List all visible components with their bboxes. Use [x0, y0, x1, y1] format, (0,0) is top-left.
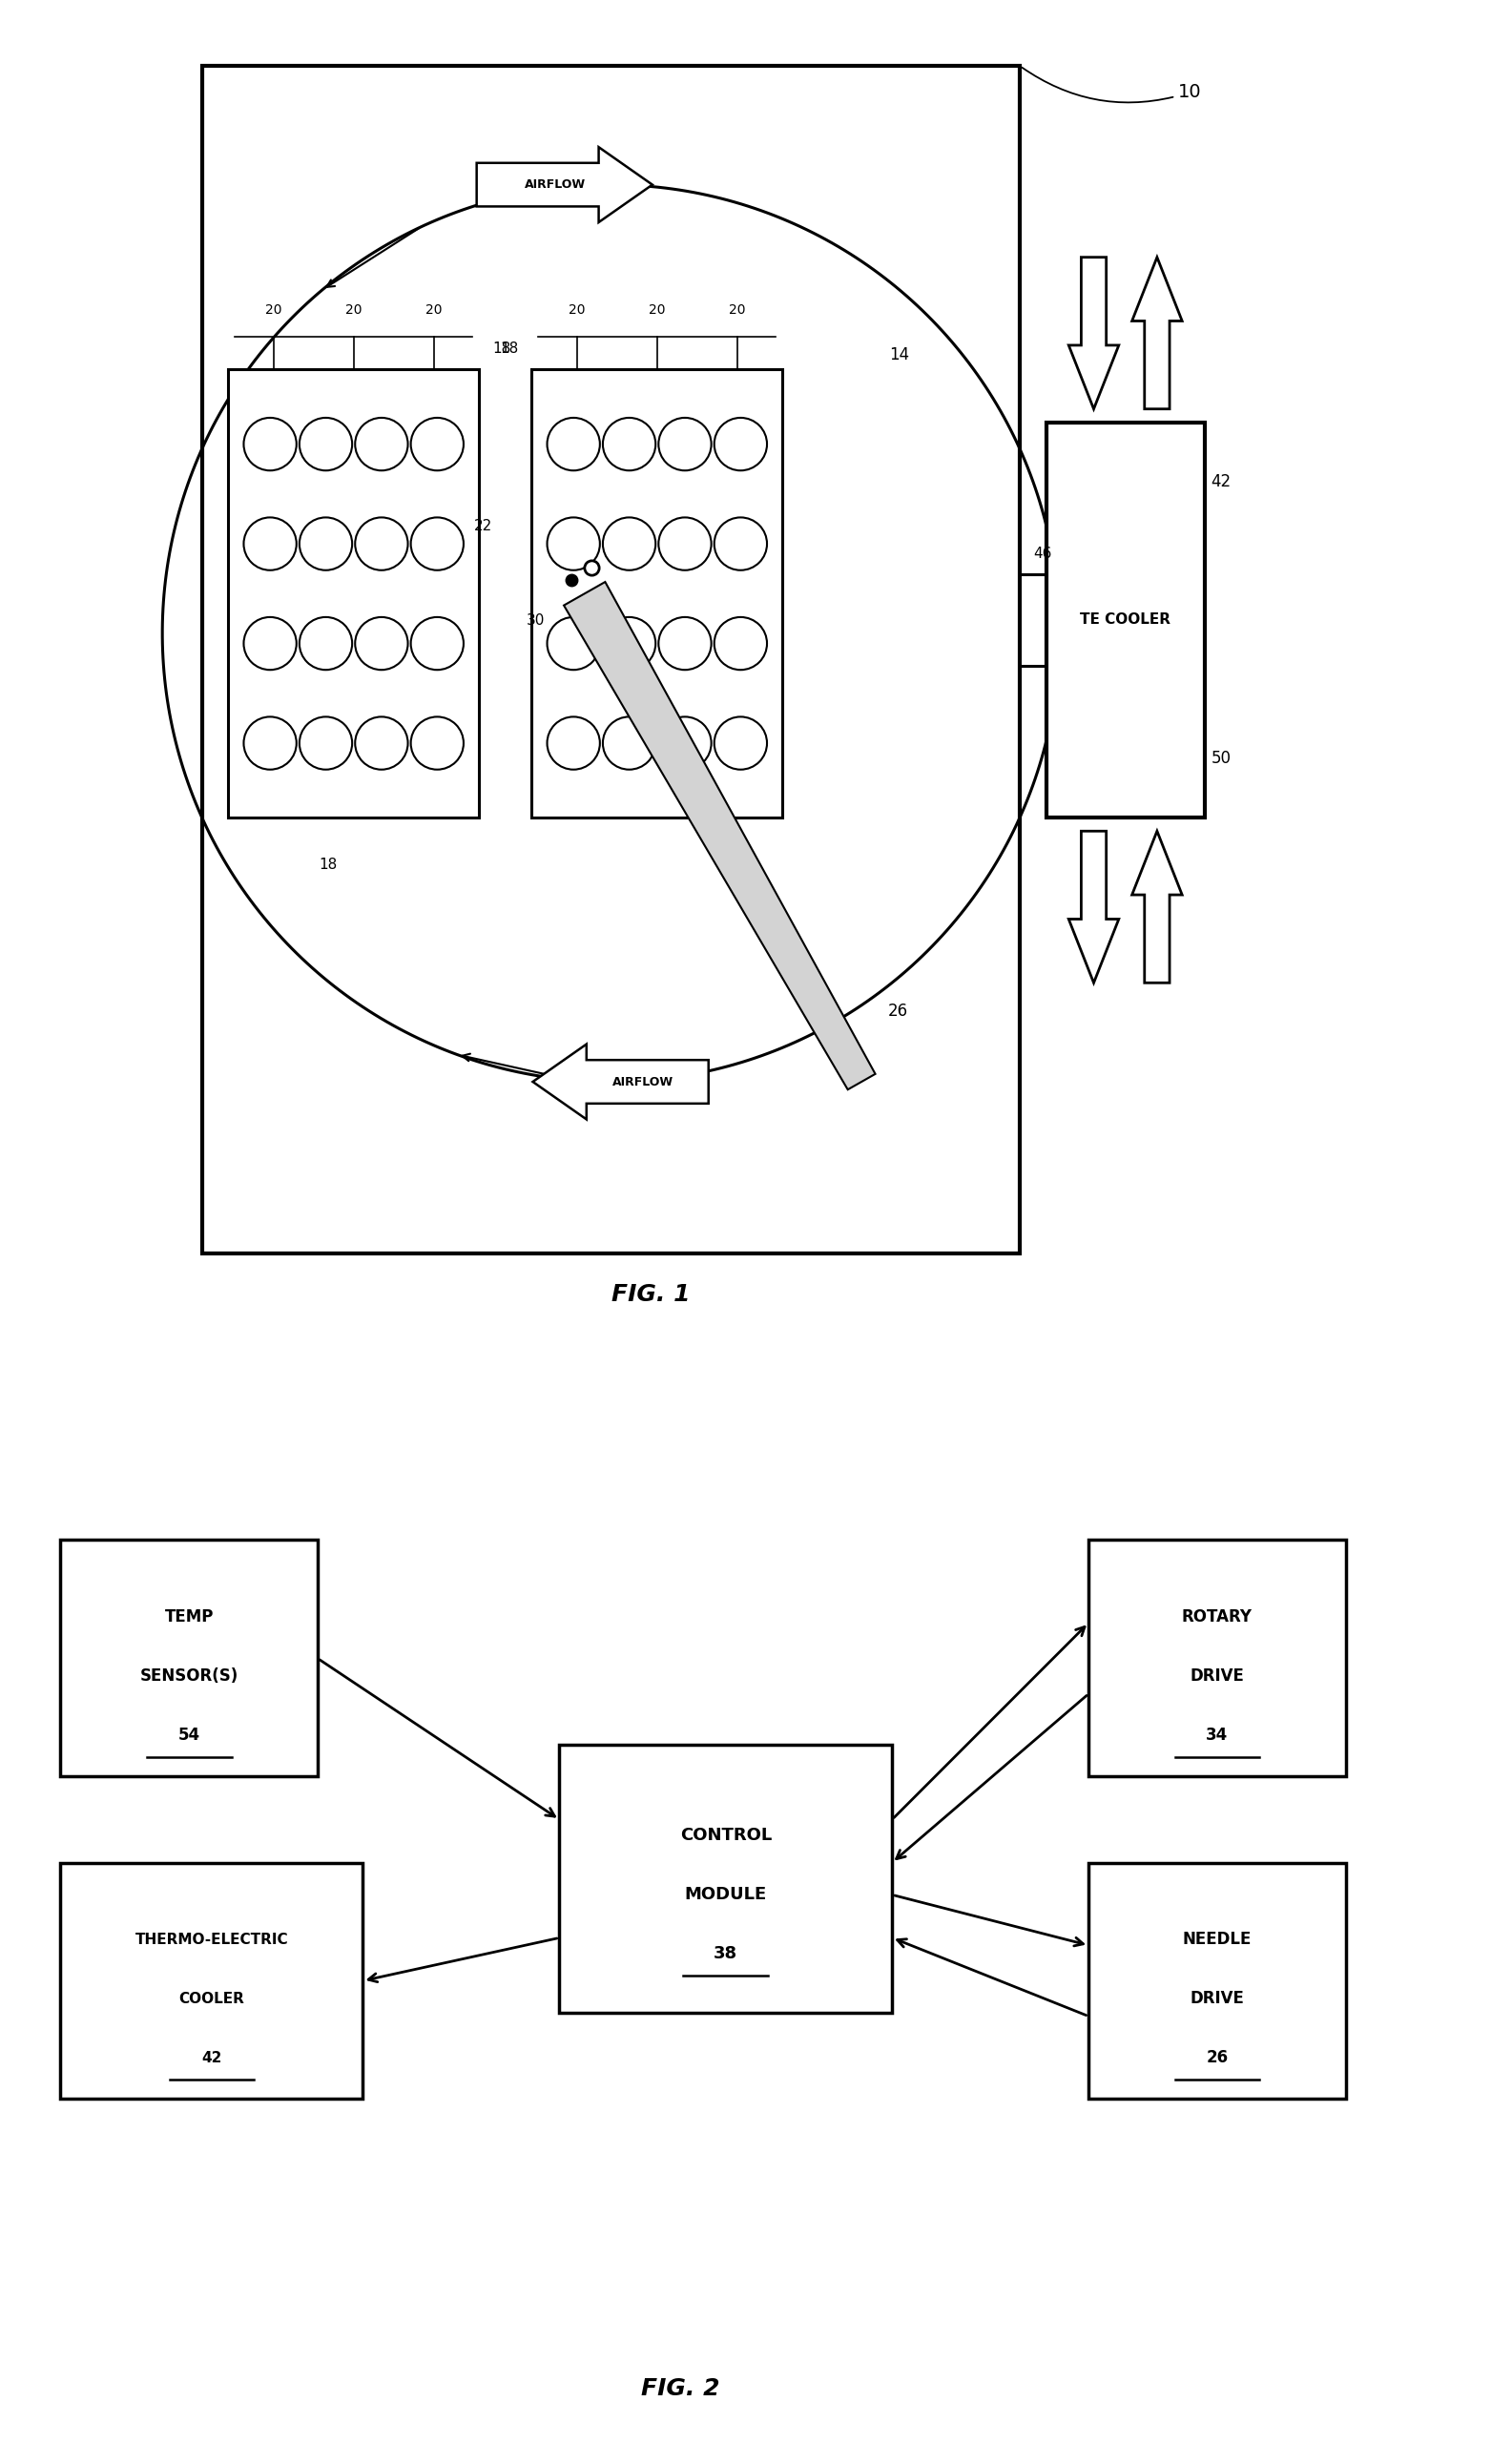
- Text: AIRFLOW: AIRFLOW: [525, 178, 585, 191]
- Bar: [228, 369, 479, 818]
- Text: COOLER: COOLER: [178, 1991, 245, 2006]
- Text: NEEDLE: NEEDLE: [1182, 1930, 1252, 1947]
- Text: TE COOLER: TE COOLER: [1080, 613, 1170, 628]
- Bar: [203, 66, 1021, 1253]
- Bar: [559, 1744, 892, 2013]
- Text: 26: 26: [1207, 2050, 1228, 2067]
- Text: DRIVE: DRIVE: [1190, 1669, 1244, 1686]
- Text: CONTROL: CONTROL: [680, 1827, 771, 1844]
- Bar: [1021, 574, 1046, 667]
- Text: 18: 18: [491, 342, 511, 357]
- Text: FIG. 2: FIG. 2: [641, 2377, 720, 2399]
- Polygon shape: [1069, 257, 1119, 408]
- Bar: [60, 1862, 363, 2099]
- Text: 20: 20: [265, 303, 281, 318]
- Text: 46: 46: [1033, 547, 1051, 559]
- Bar: [1089, 1539, 1346, 1776]
- Text: 30: 30: [526, 613, 544, 628]
- Text: 18: 18: [319, 857, 337, 872]
- Polygon shape: [1132, 831, 1182, 982]
- Text: 54: 54: [178, 1727, 200, 1744]
- Text: 10: 10: [1022, 68, 1202, 103]
- Text: 20: 20: [729, 303, 745, 318]
- Text: ROTARY: ROTARY: [1182, 1607, 1252, 1625]
- Text: 26: 26: [888, 1002, 909, 1019]
- Text: 34: 34: [1207, 1727, 1228, 1744]
- Text: 38: 38: [714, 1945, 738, 1962]
- Text: 42: 42: [201, 2050, 222, 2064]
- Text: 20: 20: [569, 303, 585, 318]
- Bar: [1089, 1862, 1346, 2099]
- Text: FIG. 1: FIG. 1: [611, 1283, 689, 1307]
- Text: 22: 22: [473, 520, 491, 533]
- Text: 14: 14: [889, 347, 909, 364]
- Text: 20: 20: [425, 303, 442, 318]
- Text: 18: 18: [500, 342, 519, 357]
- Text: 42: 42: [1211, 474, 1231, 491]
- Text: SENSOR(S): SENSOR(S): [139, 1669, 239, 1686]
- Text: TEMP: TEMP: [165, 1607, 213, 1625]
- Text: 50: 50: [1211, 750, 1231, 767]
- FancyArrow shape: [532, 1043, 709, 1119]
- Polygon shape: [1069, 831, 1119, 982]
- Polygon shape: [1132, 257, 1182, 408]
- Bar: [532, 369, 782, 818]
- FancyArrow shape: [476, 147, 652, 222]
- Text: AIRFLOW: AIRFLOW: [612, 1075, 673, 1087]
- Text: THERMO-ELECTRIC: THERMO-ELECTRIC: [135, 1932, 289, 1947]
- Text: 20: 20: [345, 303, 361, 318]
- Text: 20: 20: [649, 303, 665, 318]
- Polygon shape: [564, 581, 875, 1090]
- Text: DRIVE: DRIVE: [1190, 1991, 1244, 2008]
- Text: MODULE: MODULE: [685, 1886, 767, 1903]
- Bar: [60, 1539, 318, 1776]
- Bar: [1046, 423, 1205, 818]
